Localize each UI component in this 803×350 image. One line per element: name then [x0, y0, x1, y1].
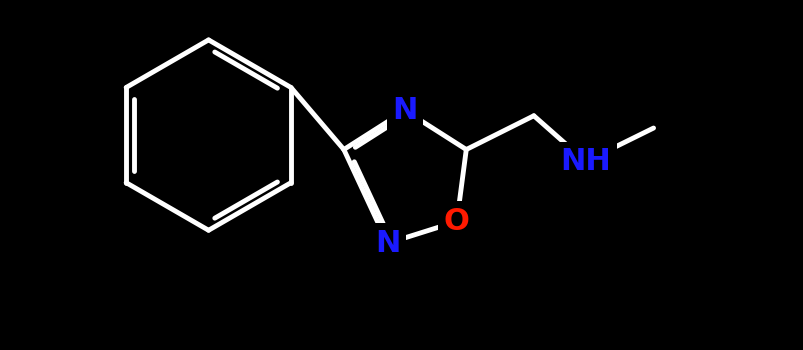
Text: N: N [392, 96, 418, 125]
Text: N: N [374, 229, 400, 258]
Text: O: O [443, 207, 469, 236]
Text: NH: NH [560, 147, 610, 176]
